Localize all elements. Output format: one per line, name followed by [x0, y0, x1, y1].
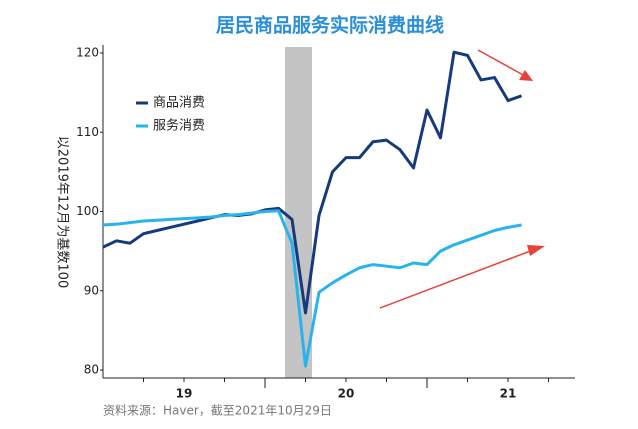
- recession-band: [285, 47, 312, 378]
- trend-arrows: [379, 49, 545, 309]
- y-tick-label: 80: [84, 363, 99, 377]
- series-line: [102, 209, 522, 368]
- legend-label: 服务消费: [153, 118, 205, 134]
- x-tick-label: 19: [176, 387, 193, 401]
- series-line: [102, 50, 522, 315]
- y-tick-label: 90: [84, 283, 99, 297]
- y-tick-label: 100: [76, 204, 99, 218]
- source-note: 资料来源：Haver，截至2021年10月29日: [103, 404, 332, 418]
- x-tick-marks: [143, 378, 549, 388]
- legend-label: 商品消费: [153, 96, 205, 111]
- x-tick-label: 20: [338, 387, 355, 401]
- chart-title: 居民商品服务实际消费曲线: [216, 14, 444, 37]
- y-axis-label: 以2019年12月为基数100: [55, 136, 70, 288]
- y-tick-label: 120: [76, 46, 99, 60]
- y-tick-label: 110: [76, 125, 99, 139]
- x-tick-label: 21: [500, 387, 517, 401]
